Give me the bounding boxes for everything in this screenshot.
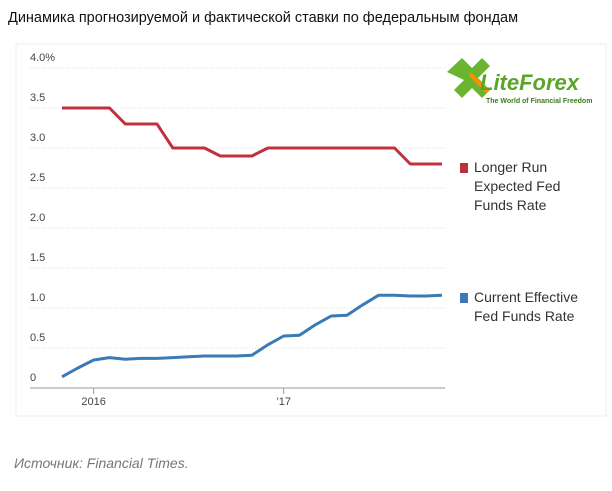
logo-tagline: The World of Financial Freedom (486, 98, 592, 105)
logo: LiteForex The World of Financial Freedom (447, 58, 592, 105)
legend-label: Current Effective Fed Funds Rate (474, 289, 579, 324)
title: Динамика прогнозируемой и фактической ст… (8, 10, 519, 26)
chart-frame (15, 43, 607, 417)
y-tick-label: 2.0 (30, 212, 45, 224)
logo-icon (447, 58, 490, 98)
logo-accent (468, 72, 490, 94)
series-line (61, 293, 443, 379)
y-tick-label: 4.0% (30, 52, 55, 64)
legend-item: Current Effective Fed Funds Rate (460, 288, 599, 326)
logo-name: LiteForex (480, 70, 580, 95)
x-tick-label: 2016 (81, 396, 105, 408)
y-tick-label: 1.5 (30, 252, 45, 264)
y-tick-label: 1.0 (30, 292, 45, 304)
chart: LiteForex The World of Financial Freedom… (15, 43, 607, 417)
legend-label: Longer Run Expected Fed Funds Rate (474, 159, 561, 213)
y-tick-label: 3.0 (30, 132, 45, 144)
y-tick-label: 2.5 (30, 172, 45, 184)
legend-item: Longer Run Expected Fed Funds Rate (460, 158, 599, 215)
legend-swatch (460, 163, 468, 173)
legend-swatch (460, 293, 468, 303)
x-tick-label: ’17 (276, 396, 291, 408)
source: Источник: Financial Times. (14, 455, 189, 471)
series-line (62, 106, 442, 166)
y-tick-label: 0 (30, 372, 36, 384)
y-tick-label: 0.5 (30, 332, 45, 344)
y-tick-label: 3.5 (30, 92, 45, 104)
